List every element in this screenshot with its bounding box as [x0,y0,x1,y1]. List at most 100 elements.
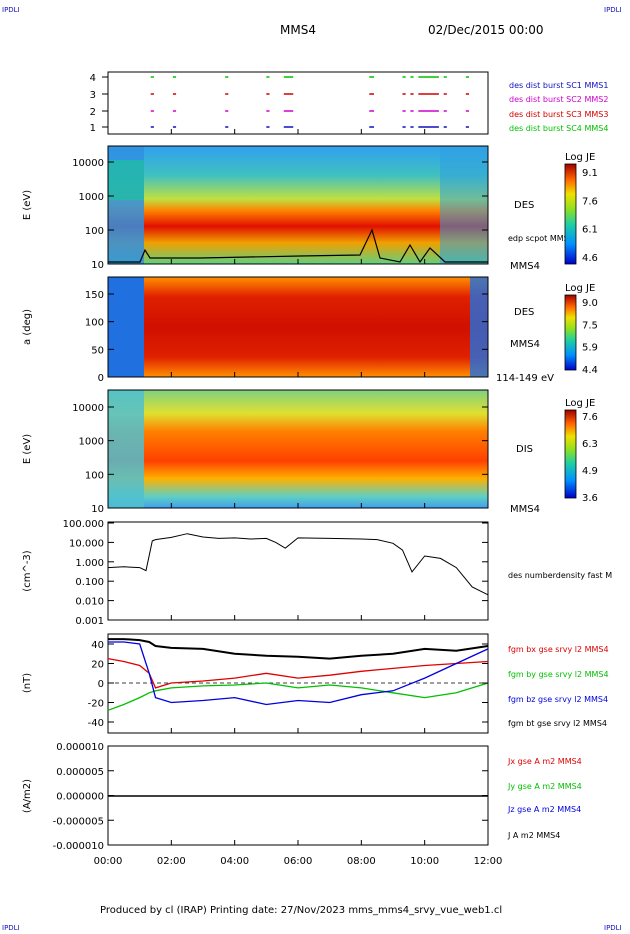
time-tick-label: 02:00 [157,856,186,867]
des-pitch-tick-label: 100 [85,318,104,329]
des-energy-spectrogram [108,146,488,264]
bz-legend: fgm bz gse srvy l2 MMS4 [508,695,608,704]
des-energy-tick-label: 1000 [79,192,104,203]
density-ylabel: (cm^-3) [22,550,33,591]
spacecraft-title: MMS4 [280,23,316,37]
burst-legend-3: des dist burst SC3 MMS3 [509,110,608,119]
des-pitch-panel: 150 100 50 0 a (deg) DES MMS4 114-149 eV Log… [22,276,598,384]
bfield-ylabel: (nT) [22,673,33,693]
des-pitch-spectrogram [108,277,488,377]
bfield-tick-label: 40 [91,640,104,651]
des-energy-quiet-band [108,160,144,200]
density-legend: des numberdensity fast M [508,571,612,580]
current-tick-label: -0.000005 [53,816,104,827]
dis-energy-cbar-tick: 6.3 [582,439,598,450]
burst-legend-2: des dist burst SC2 MMS2 [509,95,608,104]
des-pitch-cbar-tick: 9.0 [582,298,598,309]
des-pitch-cbar-title: Log JE [565,283,595,294]
corner-label-tl: IPDLI [2,6,20,14]
burst-legend-4: des dist burst SC4 MMS4 [509,124,608,133]
burst-tick-label: 4 [90,73,96,84]
density-series-line [107,533,489,596]
current-tick-label: 0.000010 [56,742,104,753]
dis-energy-panel: 10000 1000 100 10 E (eV) DIS MMS4 Log JE 7.6… [22,389,598,515]
current-tick-label: 0.000000 [56,792,104,803]
des-pitch-quiet-region [108,277,144,377]
density-tick-label: 100.000 [63,519,104,530]
time-tick-label: 08:00 [347,856,376,867]
scpot-trace [108,228,488,264]
jz-legend: Jz gse A m2 MMS4 [507,805,581,814]
dis-energy-tick-label: 10 [91,504,104,515]
current-panel: 0.000010 0.000005 0.000000 -0.000005 -0.0000… [22,742,582,852]
current-tick-label: -0.000010 [53,841,104,852]
des-pitch-tick-label: 0 [98,373,104,384]
by-legend: fgm by gse srvy l2 MMS4 [508,670,609,679]
des-pitch-tag: DES [514,307,534,318]
bfield-series-line [107,657,489,689]
des-energy-tick-label: 100 [85,226,104,237]
des-pitch-colorbar [564,294,577,371]
density-tick-label: 0.001 [75,616,104,627]
des-pitch-cbar-tick: 7.5 [582,320,598,331]
des-energy-panel: E (eV) 10000 1000 100 10 DES edp scpot MMS4… [22,145,598,272]
j-legend: J A m2 MMS4 [507,831,560,840]
bfield-tick-label: -40 [88,718,104,729]
des-energy-cbar-tick: 6.1 [582,225,598,236]
des-energy-tag: DES [514,200,534,211]
des-energy-ylabel: E (eV) [22,190,33,220]
des-pitch-cbar-tick: 5.9 [582,343,598,354]
burst-tick-label: 3 [90,90,96,101]
corner-label-tr: IPDLI [604,6,622,14]
dis-energy-cbar-tick: 7.6 [582,412,598,423]
dis-energy-spectrogram [108,390,488,508]
burst-tick-label: 2 [90,107,96,118]
scpot-legend: edp scpot MMS4 [508,234,574,243]
des-pitch-sc-label: MMS4 [510,339,540,350]
current-tick-label: 0.000005 [56,767,104,778]
burst-panel: 1 2 3 4 des dist burst SC1 MMS1 des dist bu… [90,71,608,135]
des-energy-cbar-title: Log JE [565,152,595,163]
time-tick-label: 00:00 [94,856,123,867]
date-title: 02/Dec/2015 00:00 [428,23,544,37]
des-energy-cbar-tick: 4.6 [582,253,598,264]
density-tick-label: 1.000 [75,558,104,569]
jy-legend: Jy gse A m2 MMS4 [507,782,582,791]
dis-energy-quiet-region [108,390,144,508]
time-tick-label: 06:00 [284,856,313,867]
des-pitch-energy-range: 114-149 eV [496,373,554,384]
footer-text: Produced by cl (IRAP) Printing date: 27/… [100,905,502,916]
bfield-tick-label: -20 [88,699,104,710]
dis-energy-ylabel: E (eV) [22,434,33,464]
dis-energy-cbar-tick: 3.6 [582,493,598,504]
bfield-series-line [108,638,489,660]
des-pitch-tick-label: 150 [85,290,104,301]
des-pitch-late-region [470,277,488,377]
des-energy-tick-label: 10000 [72,158,104,169]
bt-legend: fgm bt gse srvy l2 MMS4 [508,719,607,728]
burst-panel-frame [107,71,489,135]
time-tick-label: 04:00 [220,856,249,867]
density-frame [107,521,489,621]
des-energy-cbar-tick: 7.6 [582,196,598,207]
time-axis: 00:00 02:00 04:00 06:00 08:00 10:00 12:00 [94,129,503,867]
bfield-tick-label: 0 [98,679,104,690]
corner-label-bl: IPDLI [2,924,20,932]
corner-label-br: IPDLI [604,924,622,932]
dis-energy-tick-label: 10000 [72,403,104,414]
des-pitch-tick-label: 50 [91,345,104,356]
density-tick-label: 0.100 [75,577,104,588]
des-energy-tick-label: 10 [91,260,104,271]
time-tick-label: 12:00 [474,856,503,867]
dis-energy-tick-label: 100 [85,470,104,481]
dis-energy-sc-label: MMS4 [510,504,540,515]
dis-energy-cbar-title: Log JE [565,398,595,409]
burst-tick-label: 1 [90,123,96,134]
des-energy-sc-label: MMS4 [510,261,540,272]
dis-energy-tag: DIS [516,444,533,455]
bfield-tick-label: 20 [91,660,104,671]
current-ylabel: (A/m2) [22,779,33,813]
dis-energy-cbar-tick: 4.9 [582,466,598,477]
